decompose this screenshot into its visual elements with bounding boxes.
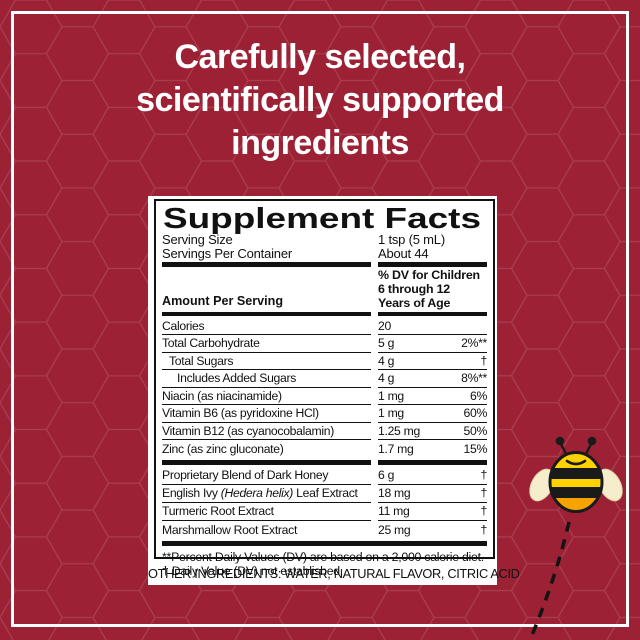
supplement-facts-panel: Supplement Facts Serving Size 1 tsp (5 m… bbox=[154, 199, 495, 577]
table-row-calories: Calories 20 bbox=[162, 318, 487, 336]
serving-size-label: Serving Size bbox=[162, 232, 233, 247]
headline-line-2: scientifically supported bbox=[136, 81, 504, 119]
table-row-turmeric: Turmeric Root Extract 11 mg † bbox=[162, 503, 487, 521]
supplement-facts-title-text: Supplement Facts bbox=[163, 203, 481, 235]
footnote-dv-not-established: † Daily Value (DV) not established. bbox=[162, 563, 344, 578]
table-row-marshmallow: Marshmallow Root Extract 25 mg † bbox=[162, 523, 487, 538]
divider-bar bbox=[162, 540, 487, 546]
table-row-niacin: Niacin (as niacinamide) 1 mg 6% bbox=[162, 388, 487, 406]
table-row-total-sugars: Total Sugars 4 g † bbox=[162, 353, 487, 371]
dv-header-line-3: Years of Age bbox=[378, 295, 451, 310]
divider-bar bbox=[162, 312, 487, 316]
serving-size-value: 1 tsp (5 mL) bbox=[378, 232, 445, 247]
table-row-vitamin-b12: Vitamin B12 (as cyanocobalamin) 1.25 mg 5… bbox=[162, 423, 487, 441]
supplement-facts-card: Supplement Facts Serving Size 1 tsp (5 m… bbox=[148, 196, 520, 585]
headline-line-1: Carefully selected, bbox=[174, 38, 466, 76]
table-row-english-ivy: English Ivy (Hedera helix) Leaf Extract … bbox=[162, 485, 487, 503]
amount-per-serving-header: Amount Per Serving bbox=[162, 294, 284, 309]
bee-outline bbox=[548, 451, 604, 513]
other-ingredients: OTHER INGREDIENTS: WATER, NATURAL FLAVOR… bbox=[148, 566, 520, 581]
bee-antenna-dot-left bbox=[555, 436, 565, 446]
divider-bar bbox=[162, 459, 487, 465]
table-row-proprietary-blend: Proprietary Blend of Dark Honey 6 g † bbox=[162, 467, 487, 485]
footnote-daily-values: **Percent Daily Values (DV) are based on… bbox=[162, 549, 484, 564]
table-row-added-sugars: Includes Added Sugars 4 g 8%** bbox=[162, 370, 487, 388]
serving-size-row: Serving Size 1 tsp (5 mL) bbox=[162, 233, 487, 247]
headline-line-3: ingredients bbox=[231, 124, 409, 162]
bee-stripe-lower bbox=[550, 487, 602, 498]
bee-antennae bbox=[559, 442, 593, 456]
servings-per-container-row: Servings Per Container About 44 bbox=[162, 245, 487, 261]
page-title: Carefully selected, scientifically suppo… bbox=[0, 36, 640, 165]
dv-header-line-2: 6 through 12 bbox=[378, 281, 450, 296]
servings-per-container-value: About 44 bbox=[378, 245, 429, 261]
svg-text:Supplement Facts: Supplement Facts bbox=[163, 204, 481, 234]
bee-antenna-dot-right bbox=[587, 436, 597, 446]
table-row-total-carbohydrate: Total Carbohydrate 5 g 2%** bbox=[162, 335, 487, 353]
table-row-zinc: Zinc (as zinc gluconate) 1.7 mg 15% bbox=[162, 442, 487, 457]
bee-mascot-icon bbox=[528, 436, 623, 640]
servings-per-container-label: Servings Per Container bbox=[162, 245, 292, 261]
supplement-facts-title: Supplement Facts bbox=[162, 203, 487, 235]
dv-header: % DV for Children 6 through 12 Years of … bbox=[378, 268, 487, 310]
bee-stripe-upper bbox=[550, 468, 602, 479]
dv-header-line-1: % DV for Children bbox=[378, 268, 480, 282]
bee-wings bbox=[529, 468, 623, 502]
table-row-vitamin-b6: Vitamin B6 (as pyridoxine HCl) 1 mg 60% bbox=[162, 405, 487, 423]
divider-bar bbox=[162, 262, 487, 267]
flight-trail bbox=[528, 521, 571, 640]
footnotes: **Percent Daily Values (DV) are based on… bbox=[162, 548, 487, 579]
bee-smile bbox=[565, 459, 587, 466]
table-header-row: Amount Per Serving % DV for Children 6 t… bbox=[162, 268, 487, 310]
